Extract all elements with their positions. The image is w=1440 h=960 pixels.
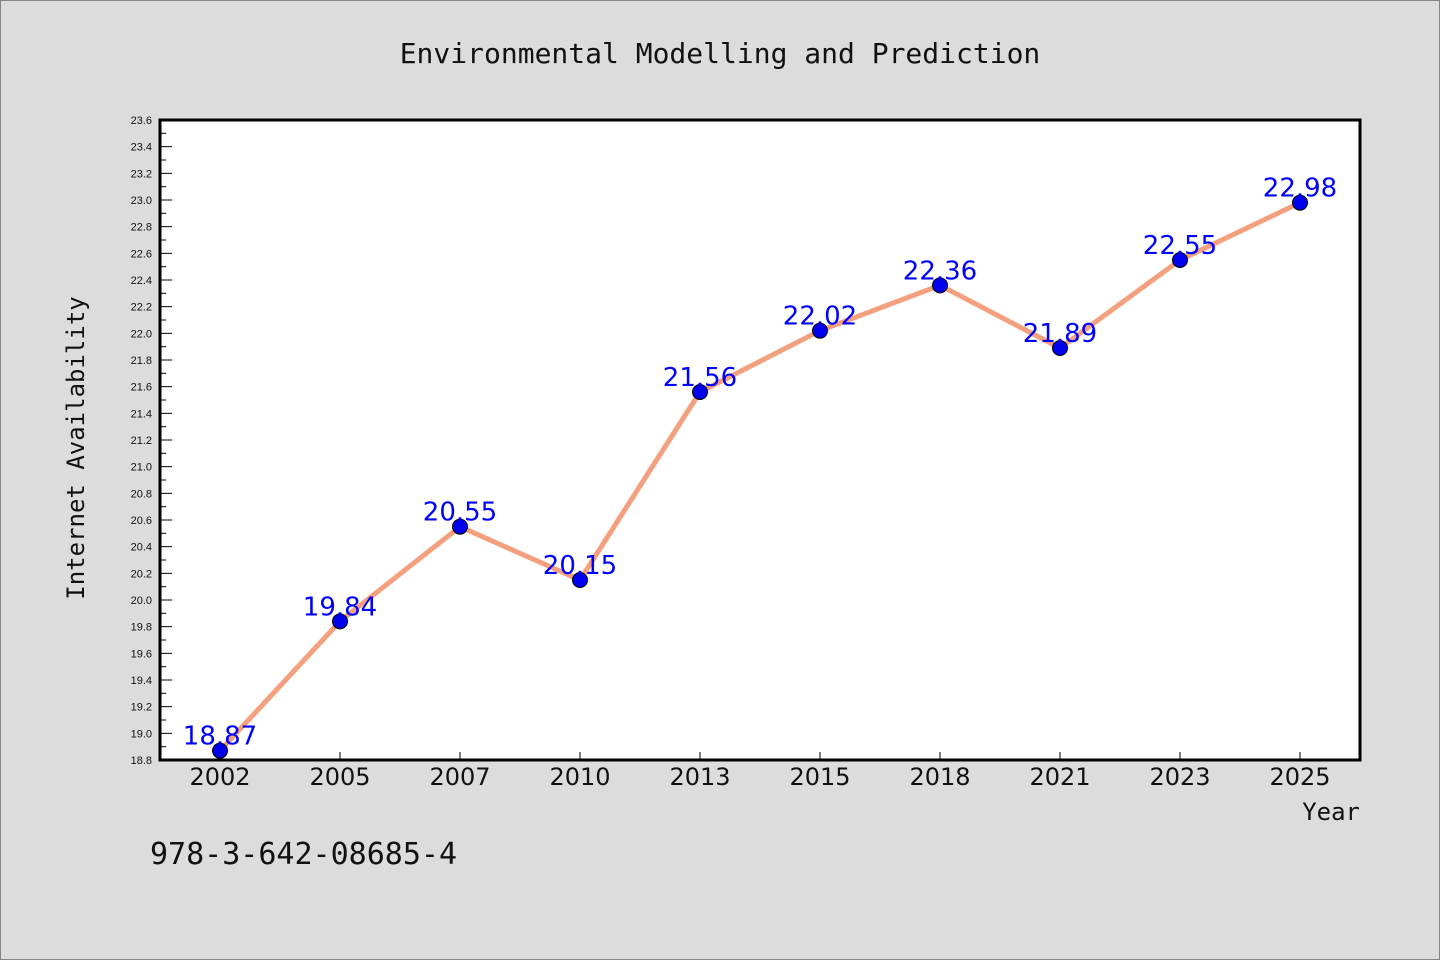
y-tick-label: 22.6: [131, 248, 152, 260]
y-tick-label: 19.8: [131, 622, 152, 634]
y-tick-label: 23.4: [131, 142, 152, 154]
y-tick-label: 21.4: [131, 408, 152, 420]
x-tick-label: 2023: [1149, 763, 1210, 791]
y-tick-label: 20.0: [131, 595, 152, 607]
y-tick-label: 22.4: [131, 275, 152, 287]
data-point: [692, 384, 708, 400]
data-label: 18.87: [183, 722, 257, 752]
y-tick-label: 20.8: [131, 488, 152, 500]
y-tick-label: 21.8: [131, 355, 152, 367]
series-polyline: [218, 200, 1302, 753]
x-tick-label: 2021: [1029, 763, 1090, 791]
data-label: 22.55: [1143, 231, 1217, 261]
x-tick-label: 2013: [669, 763, 730, 791]
y-tick-label: 22.8: [131, 222, 152, 234]
y-tick-label: 19.6: [131, 648, 152, 660]
y-tick-label: 21.0: [131, 462, 152, 474]
data-point: [452, 518, 468, 535]
x-tick-label: 2025: [1269, 763, 1330, 791]
chart-title: Environmental Modelling and Prediction: [400, 37, 1041, 70]
x-tick-label: 2005: [309, 763, 370, 791]
data-label: 20.55: [423, 498, 497, 528]
x-tick-label: 2015: [789, 763, 850, 791]
data-label: 22.98: [1263, 174, 1337, 204]
y-tick-label: 20.4: [131, 542, 152, 554]
y-tick-label: 21.2: [131, 435, 152, 447]
x-axis: 2002 2005 2007 2010 2013 2015 2018 2021 2023 2025: [189, 752, 1331, 791]
y-tick-label: 22.2: [131, 302, 152, 314]
y-tick-label: 19.2: [131, 702, 152, 714]
y-tick-label: 18.8: [131, 755, 152, 767]
data-label: 20.15: [543, 551, 617, 581]
data-point: [1292, 194, 1308, 211]
data-point: [932, 277, 948, 294]
y-axis-label: Internet Availability: [62, 296, 90, 599]
data-point: [812, 322, 828, 339]
x-tick-label: 2018: [909, 763, 970, 791]
y-tick-label: 19.0: [131, 728, 152, 740]
x-tick-label: 2007: [429, 763, 490, 791]
series-line: [218, 200, 1302, 753]
data-point: [212, 742, 228, 759]
y-tick-label: 23.6: [131, 115, 152, 127]
plot-area: [158, 118, 1362, 762]
y-tick-label: 23.0: [131, 195, 152, 207]
data-point: [332, 613, 348, 630]
data-label: 19.84: [303, 592, 377, 622]
y-tick-label: 19.4: [131, 675, 152, 687]
y-tick-label: 20.2: [131, 568, 152, 580]
data-point: [1052, 340, 1068, 356]
data-point: [1172, 252, 1188, 268]
y-tick-label: 20.6: [131, 515, 152, 527]
data-points: [212, 194, 1308, 759]
data-label: 22.02: [783, 302, 857, 332]
data-labels: 18.87 19.84 20.55 20.15 21.56 22.02 22.36 21.89…: [183, 174, 1337, 752]
x-tick-label: 2002: [189, 763, 250, 791]
x-tick-label: 2010: [549, 763, 610, 791]
x-axis-label: Year: [1302, 798, 1360, 826]
y-tick-label: 23.2: [131, 168, 152, 180]
y-tick-label: 21.6: [131, 382, 152, 394]
y-tick-label: 22.0: [131, 328, 152, 340]
data-label: 21.89: [1023, 319, 1097, 349]
data-label: 21.56: [663, 363, 737, 393]
isbn-footnote: 978-3-642-08685-4: [150, 837, 457, 872]
data-label: 22.36: [903, 256, 977, 286]
y-axis: 18.8 19.0 19.2 19.4 19.6 19.8 20.0 20.2 20.4 20.6…: [131, 115, 172, 767]
data-point: [572, 572, 588, 588]
